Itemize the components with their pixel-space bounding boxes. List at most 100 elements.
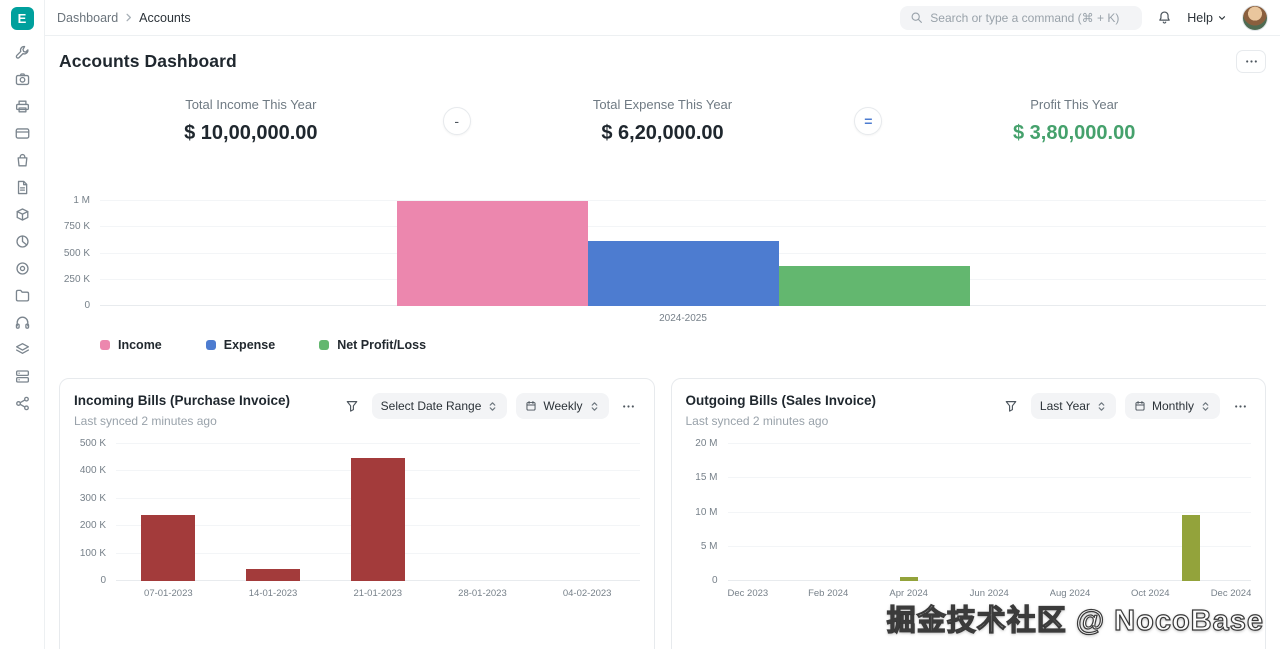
- period-select[interactable]: Weekly: [516, 393, 609, 419]
- period-select[interactable]: Monthly: [1124, 393, 1220, 419]
- y-axis-label: 0: [711, 575, 718, 586]
- bar-sales-invoice[interactable]: [1181, 515, 1200, 581]
- chart-category-slot: [1170, 515, 1210, 581]
- number-card-label: Total Income This Year: [185, 97, 317, 112]
- x-axis-label: 2024-2025: [659, 313, 707, 324]
- app-sidebar: E: [0, 0, 45, 649]
- top-navbar: Dashboard Accounts Search or type a comm…: [45, 0, 1280, 36]
- x-axis-label: [848, 581, 888, 599]
- card-menu-button[interactable]: [1229, 394, 1251, 418]
- calendar-icon: [525, 400, 537, 412]
- period-label: Weekly: [543, 399, 583, 413]
- number-card-total-income[interactable]: Total Income This Year $ 10,00,000.00: [59, 97, 443, 145]
- gridline: [116, 443, 640, 444]
- wrench-icon[interactable]: [10, 43, 34, 61]
- credit-card-icon[interactable]: [10, 124, 34, 142]
- profit-loss-section: Total Income This Year $ 10,00,000.00 - …: [45, 81, 1280, 378]
- x-axis-label: Aug 2024: [1049, 588, 1090, 599]
- box-icon[interactable]: [10, 205, 34, 223]
- card-title: Incoming Bills (Purchase Invoice): [74, 393, 291, 408]
- gridline: [727, 580, 1251, 581]
- camera-icon[interactable]: [10, 70, 34, 88]
- legend-label: Net Profit/Loss: [337, 338, 427, 352]
- bar-sales-invoice[interactable]: [899, 576, 918, 581]
- legend-label: Expense: [223, 338, 276, 352]
- number-card-profit[interactable]: Profit This Year $ 3,80,000.00: [882, 97, 1266, 145]
- legend-swatch: [319, 340, 330, 350]
- help-menu[interactable]: Help: [1187, 11, 1227, 25]
- legend-item[interactable]: Expense: [205, 338, 276, 352]
- file-text-icon[interactable]: [10, 178, 34, 196]
- x-axis-label: [929, 581, 969, 599]
- x-axis-label: 14-01-2023: [248, 588, 298, 599]
- date-range-select[interactable]: Select Date Range: [371, 393, 508, 419]
- legend-label: Income: [118, 338, 162, 352]
- card-controls: Select Date Range Weekly: [341, 393, 640, 419]
- filter-funnel-icon[interactable]: [1000, 394, 1022, 418]
- date-range-label: Select Date Range: [380, 399, 482, 413]
- x-axis-label: [1009, 581, 1049, 599]
- breadcrumb-accounts[interactable]: Accounts: [139, 10, 191, 25]
- period-label: Monthly: [1151, 399, 1194, 413]
- x-axis-label: 07-01-2023: [144, 588, 193, 599]
- card-header: Outgoing Bills (Sales Invoice) Last sync…: [686, 393, 1252, 428]
- notification-bell-icon[interactable]: [1157, 10, 1172, 25]
- bar-net-profit-loss[interactable]: [778, 266, 970, 306]
- chevrons-up-down-icon: [487, 401, 498, 412]
- bar-purchase-invoice[interactable]: [141, 515, 196, 581]
- number-card-total-expense[interactable]: Total Expense This Year $ 6,20,000.00: [471, 97, 855, 145]
- bar-income[interactable]: [396, 201, 588, 306]
- equals-operator: =: [864, 113, 873, 129]
- card-title: Outgoing Bills (Sales Invoice): [685, 393, 877, 408]
- folder-icon[interactable]: [10, 286, 34, 304]
- bar-purchase-invoice[interactable]: [246, 568, 301, 581]
- navbar-right: Search or type a command (⌘ + K) Help: [900, 4, 1268, 31]
- equals-operator-badge: =: [854, 107, 883, 135]
- gridline: [100, 226, 1266, 228]
- layers-icon[interactable]: [10, 340, 34, 358]
- share-icon[interactable]: [10, 394, 34, 412]
- number-card-value: $ 3,80,000.00: [1013, 122, 1136, 144]
- bar-purchase-invoice[interactable]: [350, 457, 405, 581]
- target-icon[interactable]: [10, 259, 34, 277]
- printer-icon[interactable]: [10, 97, 34, 115]
- x-axis-label: Oct 2024: [1131, 588, 1170, 599]
- number-cards-row: Total Income This Year $ 10,00,000.00 - …: [45, 81, 1280, 145]
- app-logo[interactable]: E: [10, 7, 34, 30]
- y-axis-label: 100 K: [79, 547, 106, 559]
- outgoing-bills-card: Outgoing Bills (Sales Invoice) Last sync…: [670, 378, 1266, 649]
- outgoing-bills-chart: 0 5 M 10 M 15 M 20 M Dec 2023 Feb 2024 Apr 2024…: [682, 438, 1251, 599]
- profit-loss-legend: Income Expense Net Profit/Loss: [100, 338, 1280, 352]
- y-axis-label: 0: [84, 300, 90, 311]
- user-avatar[interactable]: [1242, 4, 1268, 31]
- legend-item[interactable]: Income: [100, 338, 162, 352]
- card-menu-button[interactable]: [618, 394, 640, 418]
- main-column: Dashboard Accounts Search or type a comm…: [45, 0, 1280, 649]
- card-header-text: Incoming Bills (Purchase Invoice) Last s…: [74, 393, 290, 428]
- pie-chart-icon[interactable]: [10, 232, 34, 250]
- headphones-icon[interactable]: [10, 313, 34, 331]
- chart-category-slot: [889, 576, 929, 581]
- shopping-bag-icon[interactable]: [10, 151, 34, 169]
- bills-section: Incoming Bills (Purchase Invoice) Last s…: [45, 378, 1280, 649]
- x-axis-label: Dec 2024: [1210, 588, 1251, 599]
- ellipsis-icon: [1244, 54, 1259, 69]
- x-axis-label: [1090, 581, 1130, 599]
- card-sync-status: Last synced 2 minutes ago: [74, 414, 217, 428]
- global-search-input[interactable]: Search or type a command (⌘ + K): [900, 5, 1143, 30]
- filter-funnel-icon[interactable]: [341, 394, 363, 418]
- server-icon[interactable]: [10, 367, 34, 385]
- help-label: Help: [1187, 10, 1213, 25]
- page-menu-button[interactable]: [1236, 50, 1266, 73]
- legend-swatch: [100, 340, 110, 350]
- y-axis-label: 10 M: [695, 506, 718, 518]
- chevrons-up-down-icon: [589, 401, 600, 412]
- date-range-select[interactable]: Last Year: [1030, 393, 1116, 419]
- chart-category-slot: [116, 515, 221, 581]
- legend-item[interactable]: Net Profit/Loss: [319, 338, 426, 352]
- bar-expense[interactable]: [587, 240, 779, 306]
- gridline: [727, 545, 1251, 547]
- x-axis-label: 28-01-2023: [458, 588, 507, 599]
- breadcrumb-dashboard[interactable]: Dashboard: [57, 10, 119, 25]
